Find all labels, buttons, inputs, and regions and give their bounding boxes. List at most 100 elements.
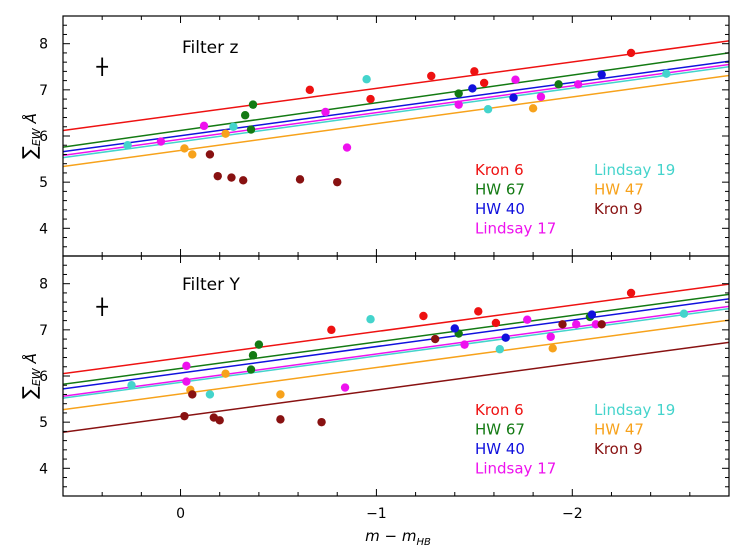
hw40-point — [597, 70, 606, 79]
hw67-point — [248, 100, 258, 109]
lindsay17-point — [454, 100, 463, 109]
lindsay19-point — [495, 345, 505, 354]
lindsay17-point — [511, 75, 520, 84]
lindsay19-point — [679, 309, 689, 318]
kron9-point — [317, 417, 326, 427]
kron6-point — [427, 71, 436, 81]
y-tick-label: 6 — [39, 369, 48, 385]
kron6-point — [305, 85, 315, 95]
y-axis-sigma: ∑ — [19, 386, 41, 399]
y-axis-label-top: ∑EW Å — [19, 113, 43, 159]
lindsay17-point — [523, 315, 532, 324]
kron6-point — [470, 67, 479, 76]
legend-lindsay19: Lindsay 19 — [594, 161, 675, 179]
y-axis-subscript: EW — [30, 127, 43, 146]
kron6-point — [491, 318, 501, 328]
kron6-fit-line — [63, 283, 729, 375]
kron9-point — [295, 175, 305, 184]
kron6-point — [626, 48, 636, 58]
x-tick-label: 0 — [176, 506, 185, 522]
y-tick-label: 4 — [39, 221, 48, 237]
lindsay19-point — [229, 122, 238, 131]
lindsay19-fit-line — [63, 307, 729, 399]
lindsay17-point — [199, 121, 209, 131]
kron9-point — [333, 177, 342, 187]
hw40-point — [450, 324, 459, 333]
y-tick-label: 7 — [39, 83, 48, 99]
hw67-point — [254, 340, 264, 349]
kron6-point — [419, 311, 428, 321]
lindsay17-point — [342, 143, 352, 152]
lindsay17-fit-line — [63, 305, 729, 398]
lindsay17-point — [182, 361, 191, 371]
kron6-fit-line — [63, 40, 729, 132]
kron6-point — [327, 325, 336, 335]
lindsay17-point — [536, 92, 546, 101]
lindsay17-point — [591, 320, 600, 329]
legend-hw67: HW 67 — [475, 181, 525, 199]
lindsay19-point — [366, 315, 375, 324]
x-tick-label: −2 — [562, 506, 583, 522]
hw67-point — [246, 365, 256, 374]
kron9-point — [227, 173, 236, 182]
y-tick-label: 8 — [39, 37, 48, 53]
kron9-point — [558, 320, 567, 329]
legend-lindsay17: Lindsay 17 — [475, 460, 556, 478]
hw47-point — [180, 144, 189, 153]
y-tick-label: 5 — [39, 415, 48, 431]
hw67-fit-line — [63, 52, 729, 148]
kron9-point — [213, 171, 222, 181]
y-axis-sigma: ∑ — [19, 146, 41, 159]
kron6-point — [626, 288, 636, 298]
lindsay19-point — [123, 141, 132, 150]
hw67-point — [246, 125, 256, 134]
y-tick-label: 5 — [39, 175, 48, 191]
hw40-point — [587, 310, 597, 319]
kron9-point — [276, 415, 285, 424]
kron6-point — [474, 307, 483, 316]
legend-hw67: HW 67 — [475, 421, 525, 439]
legend-hw47: HW 47 — [594, 181, 644, 199]
x-tick-label: −1 — [366, 506, 387, 522]
hw40-point — [501, 333, 510, 342]
kron9-point — [180, 411, 189, 421]
lindsay17-point — [156, 137, 166, 146]
legend-kron9: Kron 9 — [594, 440, 643, 458]
legend-hw47: HW 47 — [594, 421, 644, 439]
legend-kron6: Kron 6 — [475, 161, 524, 179]
panel-frame — [62, 255, 730, 497]
hw47-fit-line — [63, 74, 729, 168]
hw40-fit-line — [63, 298, 729, 390]
kron6-point — [479, 78, 489, 88]
x-axis-label-main: m − m — [365, 527, 416, 545]
hw47-point — [528, 104, 538, 113]
lindsay19-fit-line — [63, 66, 729, 159]
hw67-point — [240, 111, 250, 120]
hw67-fit-line — [63, 293, 729, 386]
hw40-point — [468, 84, 477, 93]
panel-title: Filter Y — [182, 275, 241, 295]
kron9-point — [430, 334, 440, 344]
kron9-fit-line — [63, 341, 729, 434]
kron9-point — [215, 416, 224, 425]
lindsay19-point — [483, 105, 493, 114]
y-axis-unit: Å — [21, 353, 40, 364]
svg-text:∑EWÅ: ∑EW Å — [19, 113, 43, 159]
hw40-point — [509, 93, 518, 102]
y-tick-label: 6 — [39, 129, 48, 145]
hw47-point — [548, 344, 557, 353]
hw47-point — [221, 129, 230, 138]
panel-title: Filter z — [182, 38, 239, 58]
hw47-point — [276, 390, 285, 399]
svg-text:∑EWÅ: ∑EW Å — [19, 353, 43, 399]
kron9-point — [188, 390, 197, 399]
hw47-fit-line — [63, 319, 729, 411]
lindsay19-point — [362, 75, 371, 84]
lindsay17-point — [546, 332, 555, 341]
lindsay19-point — [127, 381, 136, 390]
lindsay19-point — [205, 390, 215, 399]
hw47-point — [221, 369, 230, 378]
lindsay17-fit-line — [63, 63, 729, 157]
y-axis-label-bottom: ∑EW Å — [19, 353, 43, 399]
